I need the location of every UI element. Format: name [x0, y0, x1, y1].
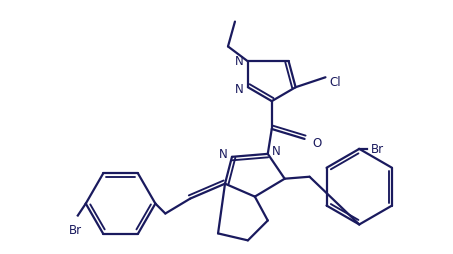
Text: N: N	[272, 145, 280, 158]
Text: N: N	[219, 148, 228, 161]
Text: Cl: Cl	[329, 75, 341, 88]
Text: O: O	[313, 137, 322, 150]
Text: Br: Br	[371, 143, 384, 156]
Text: N: N	[235, 55, 244, 68]
Text: N: N	[235, 82, 244, 95]
Text: Br: Br	[69, 224, 82, 236]
